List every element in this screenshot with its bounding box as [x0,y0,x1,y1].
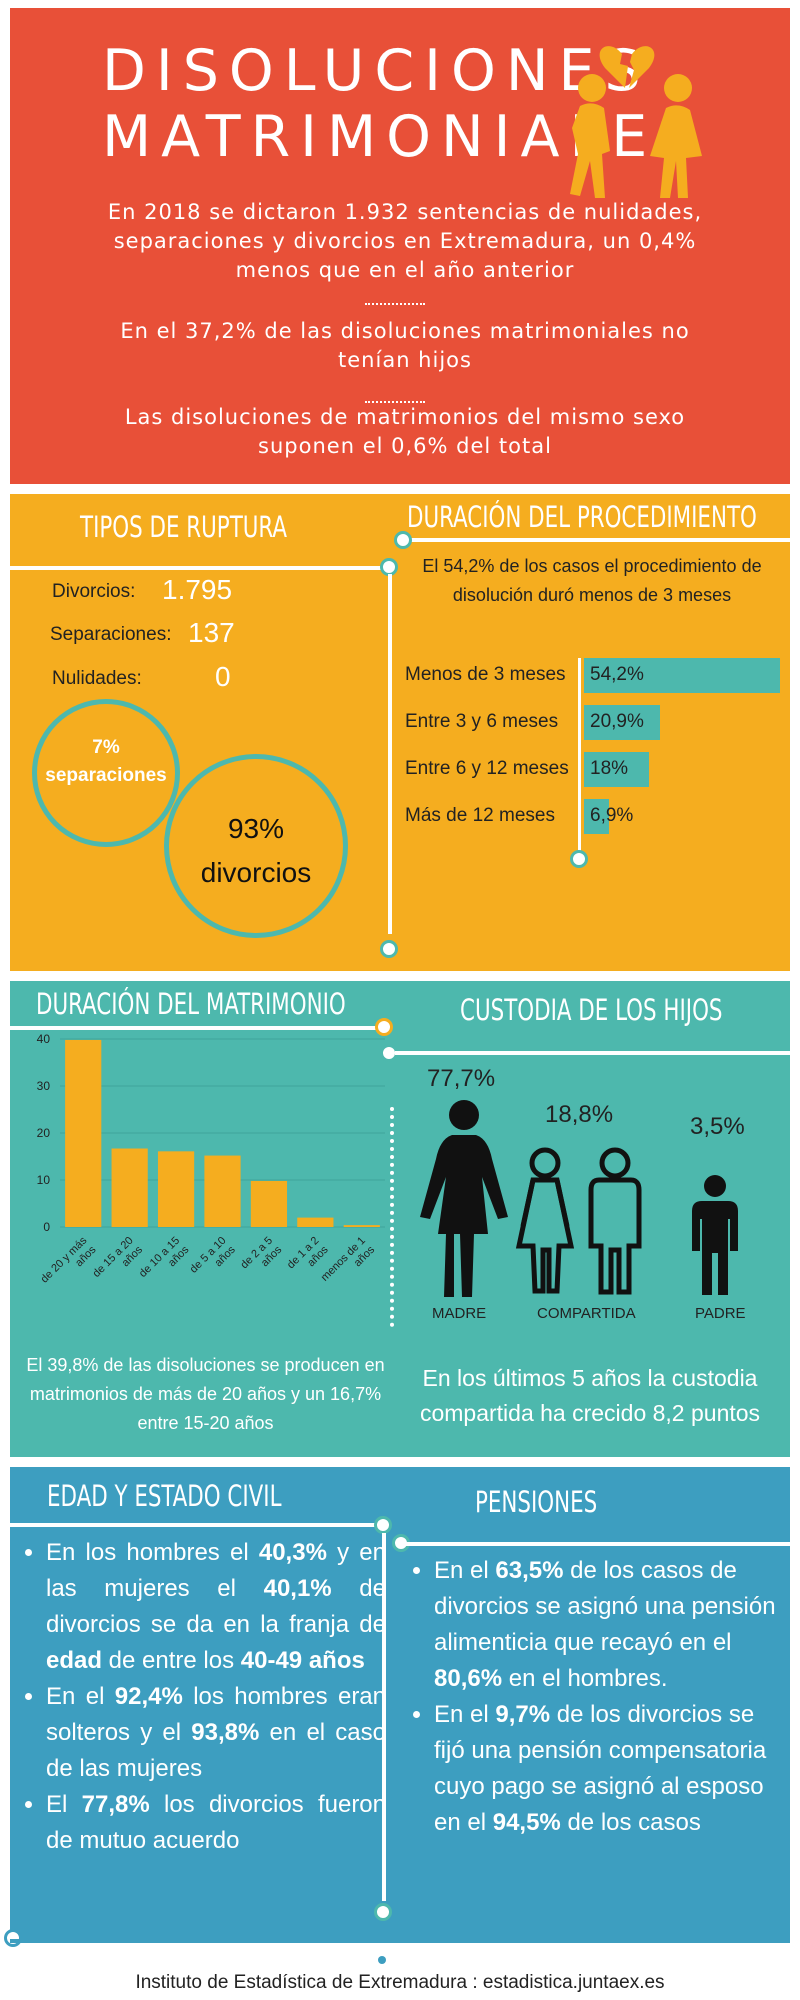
divider [365,303,425,305]
title-line-1: DISOLUCIONES [102,38,651,104]
ruptura-procedimiento-section: TIPOS DE RUPTURA Divorcios: 1.795 Separa… [10,494,790,971]
timeline-node [394,531,412,549]
chart-y-tick: 20 [37,1126,51,1140]
circle-small-pct: 7% [92,737,120,758]
chart-x-tick: de 5 a 10años [188,1234,238,1284]
madre-label: MADRE [432,1305,487,1322]
divorcios-circle: 93% divorcios [164,754,348,938]
procedimiento-bar: 6,9% [584,799,633,834]
divider-line [395,1051,790,1055]
divider-line [10,1523,384,1527]
chart-x-tick: de 2 a 5años [238,1234,284,1280]
chart-y-tick: 40 [37,1032,51,1046]
bottom-line [10,1939,790,1943]
footer-dot [378,1956,386,1964]
footer-source: Instituto de Estadística de Extremadura … [135,1972,665,1993]
divider-line [400,538,790,542]
edad-pensiones-section: EDAD Y ESTADO CIVIL PENSIONES En los hom… [10,1467,790,1942]
edad-bullet-2: En el 92,4% los hombres eran solteros y … [46,1679,386,1787]
procedimiento-bar-value: 20,9% [590,711,644,732]
madre-pct: 77,7% [427,1065,496,1092]
timeline-node [570,850,588,868]
pensiones-bullet-2: En el 9,7% de los divorcios se fijó una … [434,1697,790,1841]
chart-x-tick: de 20 y másaños [38,1234,98,1294]
pensiones-title: PENSIONES [475,1485,598,1519]
procedimiento-bar: 54,2% [584,658,780,693]
tipos-ruptura-title: TIPOS DE RUPTURA [80,510,287,544]
procedimiento-bar: 18% [584,752,650,787]
bar-axis [578,658,581,858]
separaciones-value: 137 [188,617,235,648]
edad-bullet-1: En los hombres el 40,3% y en las mujeres… [46,1535,386,1679]
vertical-divider [388,574,392,934]
duracion-matrimonio-title: DURACIÓN DEL MATRIMONIO [36,987,346,1021]
couple-icon [515,1147,642,1295]
procedimiento-bar-value: 18% [590,758,629,779]
chart-x-tick: de 10 a 15años [137,1234,192,1289]
procedimiento-bar: 20,9% [584,705,660,740]
edad-list: En los hombres el 40,3% y en las mujeres… [18,1535,386,1859]
compartida-label: COMPARTIDA [537,1305,636,1322]
chart-bar [343,1225,380,1227]
procedimiento-bar-value: 6,9% [590,805,634,826]
padre-pct: 3,5% [690,1113,745,1140]
intro-paragraph-1: En 2018 se dictaron 1.932 sentencias de … [107,200,703,282]
divider-line [10,566,390,570]
chart-bar [65,1039,102,1227]
chart-x-tick: menos de 1años [319,1234,378,1293]
compartida-pct: 18,8% [545,1101,614,1128]
timeline-node [380,940,398,958]
custodia-note: En los últimos 5 años la custodia compar… [419,1365,761,1426]
pensiones-bullet-1: En el 63,5% de los casos de divorcios se… [434,1553,790,1697]
pensiones-list: En el 63,5% de los casos de divorcios se… [406,1553,790,1841]
custodia-title: CUSTODIA DE LOS HIJOS [460,993,723,1027]
timeline-node [374,1516,392,1534]
man-icon [692,1175,738,1295]
chart-y-tick: 0 [43,1220,50,1234]
chart-bar [111,1148,148,1227]
separaciones-label: Separaciones: [50,624,172,645]
divider [365,401,425,403]
header-section: DISOLUCIONES MATRIMONIALES En 2018 se di… [10,8,790,484]
duracion-procedimiento-title: DURACIÓN DEL PROCEDIMIENTO [407,500,757,534]
edad-estado-civil-title: EDAD Y ESTADO CIVIL [47,1479,282,1513]
nulidades-label: Nulidades: [52,668,142,689]
procedimiento-row-label: Entre 3 y 6 meses [405,711,559,732]
dotted-divider [390,1107,394,1327]
timeline-node [375,1018,393,1036]
divider-line [10,1026,380,1030]
padre-label: PADRE [695,1305,746,1322]
circle-big-pct: 93% [227,813,285,844]
circle-small-label: separaciones [45,765,167,786]
divorcios-value: 1.795 [162,574,233,605]
separaciones-circle: 7% separaciones [32,699,180,847]
matrimonio-custodia-section: DURACIÓN DEL MATRIMONIO 0 10 20 30 40 de 20 y… [10,981,790,1457]
edad-bullet-3: El 77,8% los divorcios fueron de mutuo a… [46,1787,386,1859]
divider-line [404,1542,790,1546]
procedimiento-row-label: Menos de 3 meses [405,664,566,685]
procedimiento-row-label: Entre 6 y 12 meses [405,758,569,779]
timeline-node [374,1903,392,1921]
procedimiento-row-label: Más de 12 meses [405,805,555,826]
timeline-node [4,1929,22,1947]
chart-bar [157,1151,195,1227]
chart-bar [204,1155,241,1227]
circle-big-label: divorcios [200,857,312,888]
intro-paragraph-3: Las disoluciones de matrimonios del mism… [124,405,686,458]
nulidades-value: 0 [215,661,231,692]
woman-icon [420,1100,508,1297]
chart-y-tick: 10 [37,1173,51,1187]
chart-x-tick: de 15 a 20años [91,1234,146,1289]
chart-y-tick: 30 [37,1079,51,1093]
divorcios-label: Divorcios: [52,581,136,602]
procedimiento-bar-value: 54,2% [590,664,644,685]
broken-heart-couple-icon [570,46,702,198]
intro-paragraph-2: En el 37,2% de las disoluciones matrimon… [120,319,690,372]
chart-bar [297,1217,334,1227]
procedimiento-subtitle: El 54,2% de los casos el procedimiento d… [422,556,762,605]
vertical-divider [382,1533,386,1901]
chart-bar [250,1180,288,1227]
matrimonio-note: El 39,8% de las disoluciones se producen… [26,1355,385,1433]
